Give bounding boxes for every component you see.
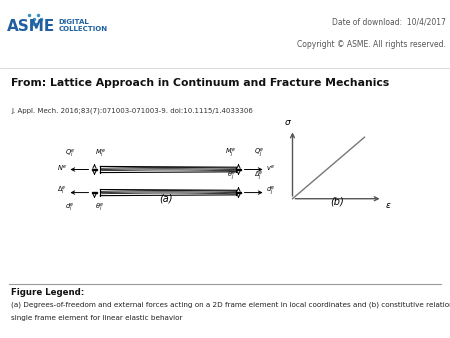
Text: $\Delta^e_i$: $\Delta^e_i$: [57, 185, 67, 197]
Text: ASME: ASME: [7, 19, 55, 34]
Text: $\Delta^e_j$: $\Delta^e_j$: [254, 170, 264, 183]
Text: $d^e_i$: $d^e_i$: [65, 202, 74, 214]
Text: $\varepsilon$: $\varepsilon$: [385, 201, 392, 210]
Text: Date of download:  10/4/2017: Date of download: 10/4/2017: [332, 17, 446, 26]
Text: $M^e_i$: $M^e_i$: [95, 148, 106, 160]
Text: $\sigma$: $\sigma$: [284, 118, 292, 127]
Text: DIGITAL
COLLECTION: DIGITAL COLLECTION: [58, 19, 108, 32]
Text: $v^e$: $v^e$: [266, 163, 275, 173]
Text: $Q^e_j$: $Q^e_j$: [254, 147, 265, 160]
Text: Copyright © ASME. All rights reserved.: Copyright © ASME. All rights reserved.: [297, 40, 446, 49]
Text: $d^e_j$: $d^e_j$: [266, 185, 276, 198]
Text: (a): (a): [160, 194, 173, 204]
Bar: [92, 169, 97, 170]
Bar: [236, 169, 241, 170]
Text: $N^e$: $N^e$: [57, 163, 67, 173]
Text: single frame element for linear elastic behavior: single frame element for linear elastic …: [11, 315, 183, 321]
Text: (a) Degrees-of-freedom and external forces acting on a 2D frame element in local: (a) Degrees-of-freedom and external forc…: [11, 301, 450, 308]
Text: From: Lattice Approach in Continuum and Fracture Mechanics: From: Lattice Approach in Continuum and …: [11, 78, 390, 88]
Text: $\theta^e_i$: $\theta^e_i$: [95, 202, 104, 214]
Bar: [92, 192, 97, 193]
Bar: [236, 192, 241, 193]
Text: $\theta^e_j$: $\theta^e_j$: [227, 170, 236, 183]
Text: J. Appl. Mech. 2016;83(7):071003-071003-9. doi:10.1115/1.4033306: J. Appl. Mech. 2016;83(7):071003-071003-…: [11, 108, 253, 114]
Text: $M^e_j$: $M^e_j$: [225, 147, 236, 160]
Text: $Q^e_i$: $Q^e_i$: [65, 148, 76, 160]
Text: Figure Legend:: Figure Legend:: [11, 288, 85, 297]
Text: (b): (b): [331, 197, 344, 207]
